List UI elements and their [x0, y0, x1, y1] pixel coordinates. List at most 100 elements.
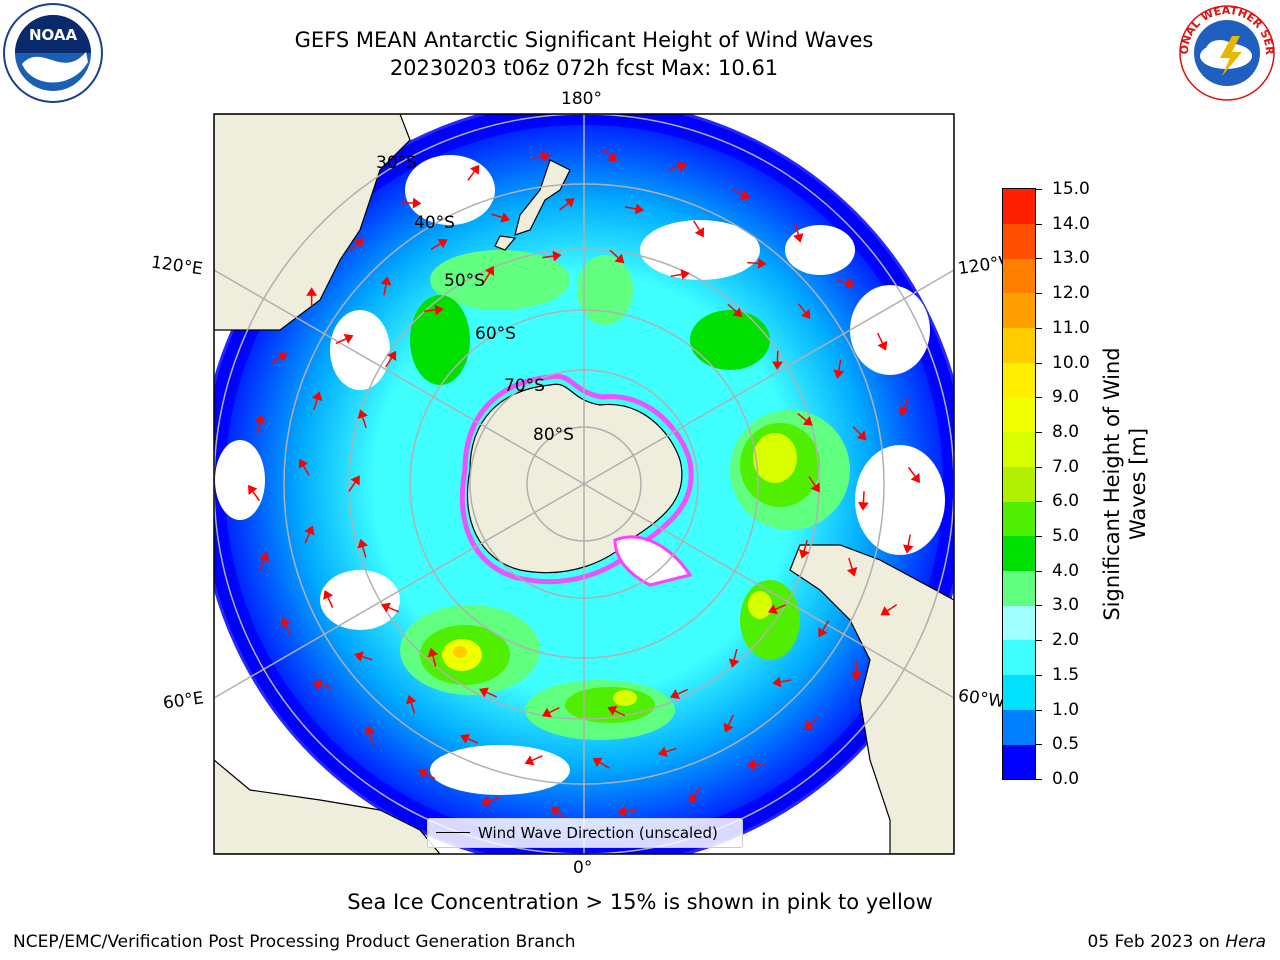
colorbar-segment [1003, 293, 1035, 329]
wind-wave-arrowhead [354, 651, 364, 662]
wind-wave-arrow [409, 701, 416, 714]
wind-wave-arrowhead [550, 806, 561, 817]
wind-wave-arrowhead [657, 746, 668, 757]
colorbar-tick-label: 6.0 [1052, 491, 1080, 512]
footer-branch: NCEP/EMC/Verification Post Processing Pr… [13, 932, 576, 952]
wind-wave-arrowhead [460, 733, 471, 744]
lat-label-40s: 40°S [414, 213, 455, 233]
wind-wave-arrowhead [746, 759, 756, 771]
wind-wave-arrowhead [804, 720, 814, 731]
wind-wave-arrow [301, 464, 310, 476]
wind-wave-arrowhead [670, 689, 681, 699]
colorbar-tick-label: 12.0 [1052, 283, 1090, 304]
wind-wave-arrow [547, 707, 560, 714]
colorbar-tick [1035, 709, 1042, 711]
colorbar-tick-label: 1.0 [1052, 699, 1080, 720]
wind-wave-arrowhead [357, 409, 368, 420]
wind-wave-arrowhead [306, 287, 318, 296]
colorbar-tick [1035, 258, 1042, 260]
wind-wave-arrow [613, 709, 626, 717]
chart-subtitle: 20230203 t06z 072h fcst Max: 10.61 [389, 56, 779, 80]
wind-wave-arrowhead [541, 707, 552, 718]
wind-wave-arrowhead [479, 687, 489, 698]
wind-wave-arrows [248, 148, 920, 820]
white-patches [215, 155, 945, 795]
wind-wave-arrowhead [500, 212, 511, 223]
colorbar [1002, 188, 1036, 780]
wind-wave-arrow [907, 534, 911, 548]
wind-wave-arrow [304, 531, 311, 544]
colorbar-segment [1003, 466, 1035, 502]
wind-wave-arrowhead [592, 757, 603, 768]
wind-wave-arrow [491, 213, 504, 219]
wind-wave-arrowhead [406, 694, 417, 705]
wind-wave-arrow [773, 604, 787, 611]
wind-wave-arrowhead [732, 307, 743, 317]
wind-wave-arrow [360, 655, 373, 661]
wind-wave-arrowhead [280, 617, 291, 628]
lon-label-180: 180° [561, 89, 602, 109]
wind-wave-arrow [530, 755, 543, 762]
wind-wave-arrow [555, 810, 567, 820]
wind-wave-arrowhead [910, 473, 920, 484]
colorbar-tick [1035, 293, 1042, 295]
wind-wave-arrowhead [810, 482, 820, 493]
colorbar-segment [1003, 536, 1035, 572]
wind-wave-arrow [385, 356, 394, 368]
wind-wave-arrow [727, 714, 734, 727]
colorbar-tick-label: 8.0 [1052, 421, 1080, 442]
wind-wave-arrowhead [343, 333, 354, 344]
wind-wave-arrow [318, 683, 332, 689]
wind-wave-arrowhead [833, 369, 845, 379]
wind-wave-arrow [808, 476, 817, 488]
colorbar-tick [1035, 327, 1042, 329]
colorbar-segment [1003, 258, 1035, 294]
wind-wave-arrowhead [484, 265, 495, 276]
colorbar-segment [1003, 640, 1035, 676]
wind-wave-arrow [753, 764, 767, 767]
wind-wave-arrow [257, 420, 261, 434]
wind-wave-arrowhead [757, 257, 767, 269]
wind-wave-arrow [361, 415, 367, 428]
wind-wave-arrow [747, 261, 760, 265]
wind-wave-arrow [558, 201, 570, 211]
wind-wave-arrow [802, 539, 808, 553]
wind-wave-arrowhead [857, 501, 869, 511]
wind-wave-arrow [797, 303, 807, 315]
wind-wave-arrow [361, 545, 367, 558]
colorbar-tick-label: 0.0 [1052, 769, 1080, 789]
wind-wave-arrow [852, 426, 863, 437]
colorbar-tick [1035, 674, 1042, 676]
colorbar-tick [1035, 362, 1042, 364]
colorbar-segment [1003, 223, 1035, 259]
map-frame [213, 113, 955, 855]
wind-wave-arrow [270, 355, 283, 364]
wind-wave-arrowhead [802, 416, 813, 426]
wind-wave-arrowhead [607, 705, 618, 716]
wind-wave-arrowhead [677, 161, 687, 172]
lat-label-80s: 80°S [533, 425, 574, 445]
wind-wave-arrow [668, 165, 681, 171]
colorbar-segment [1003, 327, 1035, 363]
wind-wave-arrow [484, 691, 497, 698]
wind-wave-arrowhead [845, 277, 856, 289]
wind-wave-arrowhead [357, 538, 368, 549]
wind-wave-arrow [313, 397, 319, 411]
colorbar-tick-label: 7.0 [1052, 456, 1080, 477]
wind-wave-arrowhead [723, 722, 734, 733]
colorbar-segment [1003, 709, 1035, 745]
wave-height-maxima [400, 250, 850, 740]
svg-text:NOAA: NOAA [29, 26, 78, 44]
wind-wave-arrow [732, 188, 745, 197]
wind-wave-arrowhead [898, 406, 910, 416]
footer-date: 05 Feb 2023 on Hera [1088, 932, 1266, 952]
wind-wave-arrow [348, 480, 357, 492]
colorbar-tick [1035, 223, 1042, 225]
colorbar-tick-label: 15.0 [1052, 179, 1090, 199]
colorbar-tick [1035, 501, 1042, 503]
wind-wave-arrow [821, 620, 830, 632]
wind-wave-arrowhead [311, 391, 323, 401]
wind-wave-arrowhead [902, 544, 914, 554]
wind-wave-arrow [531, 155, 544, 159]
